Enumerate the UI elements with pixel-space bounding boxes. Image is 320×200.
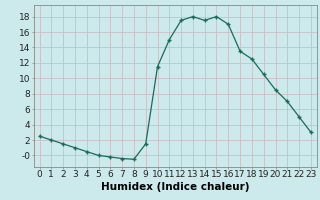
X-axis label: Humidex (Indice chaleur): Humidex (Indice chaleur): [101, 182, 250, 192]
